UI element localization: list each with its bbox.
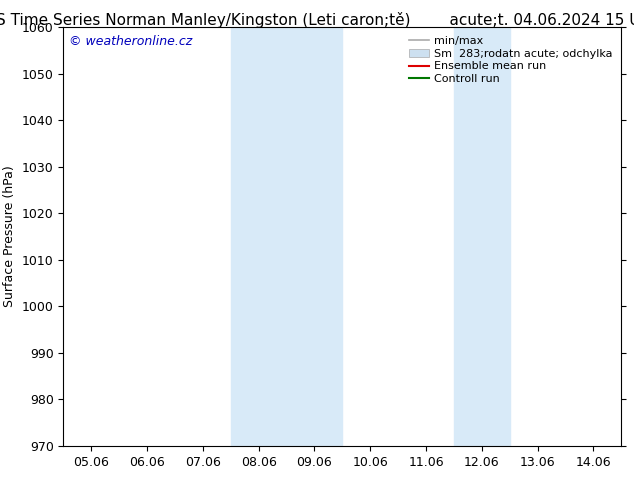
Y-axis label: Surface Pressure (hPa): Surface Pressure (hPa) <box>3 166 16 307</box>
Bar <box>231 27 342 446</box>
Text: ENS Time Series Norman Manley/Kingston (Leti caron;tě)        acute;t. 04.06.202: ENS Time Series Norman Manley/Kingston (… <box>0 12 634 28</box>
Legend: min/max, Sm  283;rodatn acute; odchylka, Ensemble mean run, Controll run: min/max, Sm 283;rodatn acute; odchylka, … <box>406 32 616 88</box>
Bar <box>454 27 510 446</box>
Text: © weatheronline.cz: © weatheronline.cz <box>69 35 192 49</box>
